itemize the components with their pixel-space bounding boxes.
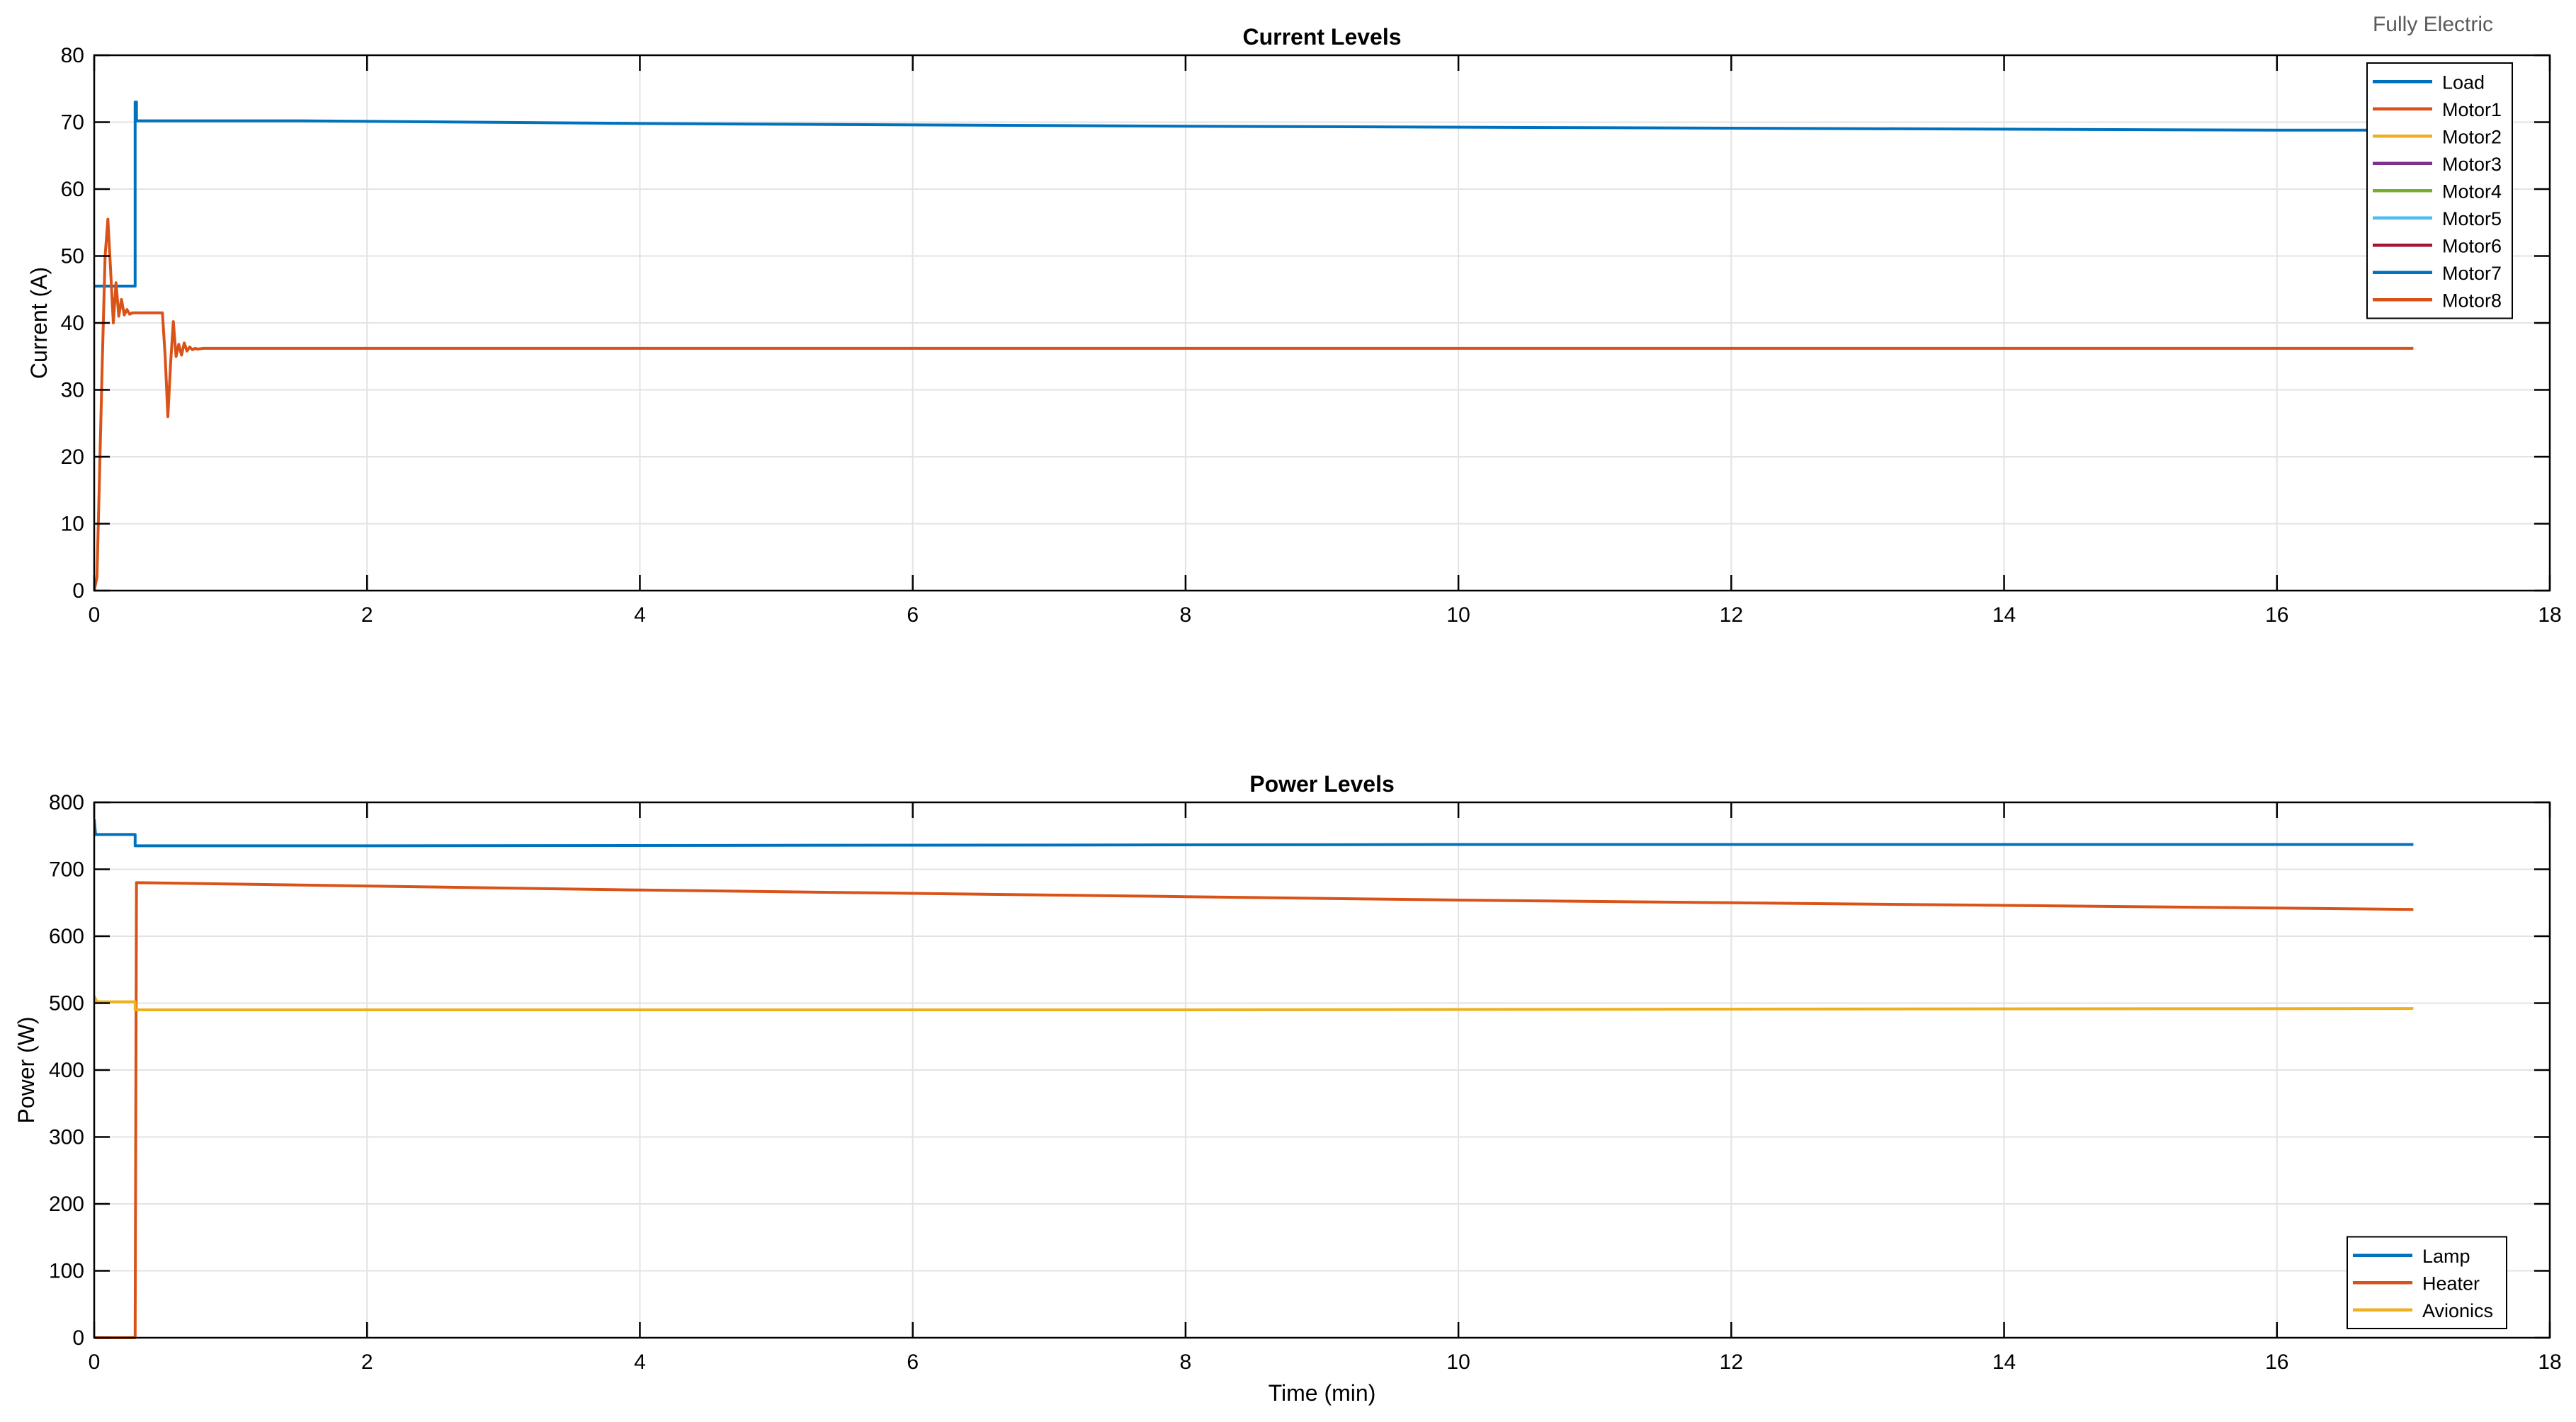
legend-label-motor3: Motor3 [2442, 154, 2502, 175]
power-levels-chart: 0 2 4 6 8 10 12 14 16 18 0 100 200 300 400 500 600 700 800… [13, 771, 2562, 1406]
y-tick-label: 600 [49, 925, 84, 948]
series-line-avionics [94, 996, 2414, 1011]
y-tick-label: 0 [72, 1326, 84, 1350]
y-tick-label: 300 [49, 1126, 84, 1149]
y-axis-label: Current (A) [26, 267, 52, 379]
y-tick-label: 0 [72, 579, 84, 603]
x-tick-label: 2 [361, 603, 373, 627]
x-tick-label: 14 [1992, 603, 2016, 627]
x-tick-label: 0 [89, 1350, 101, 1374]
x-tick-label: 10 [1446, 603, 1470, 627]
series-line-heater [94, 881, 2414, 1339]
y-tick-label: 700 [49, 858, 84, 882]
y-tick-label: 50 [61, 245, 84, 268]
current-levels-chart: 0 2 4 6 8 10 12 14 16 18 0 10 20 30 40 50 60 70 80 Current … [26, 24, 2562, 627]
x-tick-label: 8 [1180, 603, 1192, 627]
y-tick-label: 20 [61, 445, 84, 469]
legend-label-motor5: Motor5 [2442, 208, 2502, 229]
y-tick-label: 400 [49, 1059, 84, 1082]
x-tick-label: 18 [2538, 603, 2561, 627]
x-tick-label: 6 [907, 603, 919, 627]
y-axis-label: Power (W) [13, 1016, 39, 1123]
x-tick-label: 8 [1180, 1350, 1192, 1374]
legend: Lamp Heater Avionics [2347, 1236, 2507, 1329]
y-tick-label: 70 [61, 111, 84, 135]
y-tick-label: 10 [61, 513, 84, 536]
legend-label-heater: Heater [2422, 1273, 2480, 1294]
y-tick-label: 500 [49, 992, 84, 1016]
x-tick-label: 12 [1720, 1350, 1743, 1374]
y-tick-label: 40 [61, 312, 84, 335]
x-tick-label: 2 [361, 1350, 373, 1374]
x-tick-label: 6 [907, 1350, 919, 1374]
y-tick-label: 80 [61, 44, 84, 67]
y-tick-label: 60 [61, 178, 84, 201]
x-tick-label: 12 [1720, 603, 1743, 627]
x-tick-label: 0 [89, 603, 101, 627]
x-axis-label: Time (min) [1269, 1380, 1376, 1406]
x-tick-label: 16 [2265, 1350, 2288, 1374]
legend-label-motor8: Motor8 [2442, 290, 2502, 311]
series-line-load [94, 101, 2414, 288]
legend-label-motor2: Motor2 [2442, 126, 2502, 147]
x-tick-label: 4 [634, 603, 646, 627]
y-tick-label: 800 [49, 791, 84, 814]
legend-label-motor6: Motor6 [2442, 235, 2502, 256]
chart-title: Current Levels [1242, 24, 1401, 50]
figure-corner-label: Fully Electric [2372, 13, 2494, 36]
legend-label-lamp: Lamp [2422, 1246, 2470, 1267]
chart-title: Power Levels [1249, 771, 1395, 797]
legend-label-avionics: Avionics [2422, 1300, 2493, 1321]
y-tick-label: 30 [61, 379, 84, 402]
y-tick-label: 100 [49, 1260, 84, 1283]
legend-label-motor4: Motor4 [2442, 181, 2502, 202]
series-line-lamp [94, 819, 2414, 848]
x-tick-label: 10 [1446, 1350, 1470, 1374]
x-tick-label: 16 [2265, 603, 2288, 627]
x-tick-label: 14 [1992, 1350, 2016, 1374]
legend-label-motor1: Motor1 [2442, 99, 2502, 120]
x-tick-label: 18 [2538, 1350, 2561, 1374]
legend-label-load: Load [2442, 72, 2485, 93]
legend: Load Motor1 Motor2 Motor3 Motor4 Motor5 Motor6… [2366, 62, 2513, 319]
x-tick-label: 4 [634, 1350, 646, 1374]
y-tick-label: 200 [49, 1193, 84, 1216]
legend-label-motor7: Motor7 [2442, 263, 2502, 284]
series-line-motor1 [94, 217, 2414, 591]
